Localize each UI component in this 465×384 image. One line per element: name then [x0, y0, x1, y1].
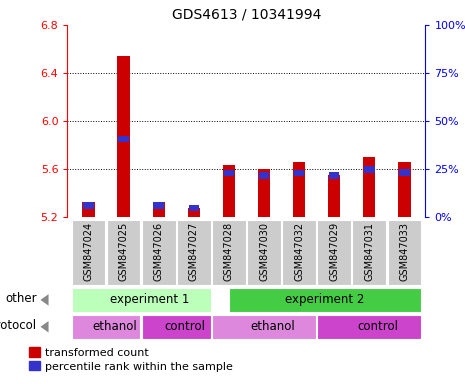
Text: ethanol: ethanol: [92, 320, 137, 333]
FancyBboxPatch shape: [352, 220, 386, 285]
Bar: [189, 205, 199, 211]
FancyBboxPatch shape: [72, 220, 106, 285]
Bar: [153, 202, 164, 209]
Text: protocol: protocol: [0, 319, 37, 332]
Bar: [293, 162, 305, 217]
Title: GDS4613 / 10341994: GDS4613 / 10341994: [172, 7, 321, 21]
Bar: [329, 172, 339, 179]
Bar: [153, 202, 165, 217]
Bar: [223, 166, 235, 217]
Text: control: control: [357, 320, 398, 333]
FancyBboxPatch shape: [212, 315, 316, 339]
Bar: [82, 202, 95, 217]
FancyBboxPatch shape: [229, 288, 421, 312]
Bar: [328, 175, 340, 217]
Text: GSM847028: GSM847028: [224, 222, 234, 281]
Text: other: other: [6, 292, 37, 305]
Polygon shape: [40, 294, 48, 306]
Bar: [364, 166, 374, 173]
FancyBboxPatch shape: [317, 220, 351, 285]
Bar: [399, 169, 410, 175]
Text: GSM847026: GSM847026: [154, 222, 164, 281]
Bar: [188, 208, 200, 217]
FancyBboxPatch shape: [107, 220, 140, 285]
Bar: [258, 169, 270, 217]
Text: experiment 1: experiment 1: [110, 293, 189, 306]
FancyBboxPatch shape: [282, 220, 316, 285]
FancyBboxPatch shape: [142, 220, 176, 285]
Text: experiment 2: experiment 2: [286, 293, 365, 306]
Text: GSM847024: GSM847024: [84, 222, 93, 281]
Bar: [119, 136, 129, 142]
FancyBboxPatch shape: [317, 315, 421, 339]
Text: GSM847033: GSM847033: [399, 222, 409, 281]
Polygon shape: [40, 321, 48, 333]
Bar: [363, 157, 375, 217]
Text: GSM847030: GSM847030: [259, 222, 269, 281]
FancyBboxPatch shape: [177, 220, 211, 285]
FancyBboxPatch shape: [72, 315, 140, 339]
Text: GSM847025: GSM847025: [119, 222, 129, 281]
FancyBboxPatch shape: [142, 315, 211, 339]
Text: GSM847029: GSM847029: [329, 222, 339, 281]
Text: control: control: [164, 320, 205, 333]
Bar: [224, 170, 234, 177]
Bar: [118, 56, 130, 217]
FancyBboxPatch shape: [212, 220, 246, 285]
Legend: transformed count, percentile rank within the sample: transformed count, percentile rank withi…: [29, 347, 233, 372]
Bar: [83, 202, 94, 209]
FancyBboxPatch shape: [72, 288, 211, 312]
Text: ethanol: ethanol: [250, 320, 295, 333]
Bar: [259, 172, 269, 179]
Text: GSM847031: GSM847031: [364, 222, 374, 281]
Text: GSM847027: GSM847027: [189, 222, 199, 281]
Text: GSM847032: GSM847032: [294, 222, 304, 281]
Bar: [398, 162, 411, 217]
FancyBboxPatch shape: [247, 220, 281, 285]
Bar: [294, 170, 304, 177]
FancyBboxPatch shape: [387, 220, 421, 285]
